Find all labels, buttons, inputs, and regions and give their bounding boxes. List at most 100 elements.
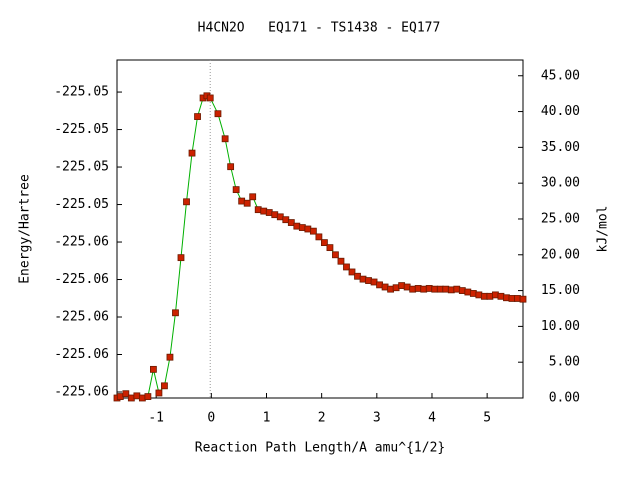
data-point	[425, 285, 433, 292]
data-point	[398, 282, 406, 289]
y2-tick-label: 0.00	[549, 391, 580, 406]
chart-title: H4CN2O EQ171 - TS1438 - EQ177	[198, 21, 441, 36]
data-point	[309, 227, 317, 235]
data-point	[172, 309, 179, 317]
x-tick-label: 4	[428, 411, 436, 426]
y2-tick-label: 35.00	[541, 140, 580, 155]
x-tick-label: 3	[373, 411, 381, 426]
y2-tick-label: 40.00	[541, 104, 580, 119]
data-point	[271, 211, 279, 219]
data-point	[431, 285, 439, 293]
y-axis-label: Energy/Hartree	[18, 174, 33, 284]
data-point	[359, 275, 367, 283]
y-tick-label: -225.06	[54, 235, 109, 250]
data-point	[227, 163, 235, 171]
series-line	[116, 95, 524, 399]
data-point	[370, 278, 378, 286]
x-tick-label: 1	[263, 411, 271, 426]
data-point	[144, 393, 152, 400]
data-point	[265, 209, 273, 216]
data-point	[122, 390, 130, 398]
data-point	[249, 193, 257, 201]
data-point	[116, 393, 124, 400]
data-point	[442, 285, 450, 293]
x-tick-label: 5	[483, 411, 491, 426]
y2-tick-label: 20.00	[541, 247, 580, 262]
data-point	[376, 281, 383, 289]
data-point	[243, 199, 251, 207]
data-point	[480, 292, 488, 300]
data-point	[332, 251, 339, 259]
data-point	[194, 113, 201, 120]
data-point	[519, 295, 527, 303]
y-tick-label: -225.05	[54, 85, 109, 100]
y2-tick-label: 15.00	[541, 283, 580, 298]
data-point	[365, 277, 372, 284]
y-tick-label: -225.05	[54, 122, 109, 137]
data-point	[354, 272, 361, 280]
data-point	[232, 186, 240, 194]
data-point	[276, 213, 284, 221]
data-point	[469, 290, 477, 297]
data-point	[403, 283, 411, 291]
data-point	[260, 207, 268, 215]
data-point	[138, 394, 146, 402]
data-point	[458, 287, 466, 294]
x-tick-label: -1	[148, 411, 164, 426]
data-point	[326, 244, 334, 252]
data-point	[161, 382, 168, 390]
y-tick-label: -225.05	[54, 160, 109, 175]
y-tick-label: -225.06	[54, 347, 109, 362]
y2-tick-label: 30.00	[541, 176, 580, 191]
data-point	[282, 216, 290, 224]
y-tick-label: -225.06	[54, 385, 109, 400]
data-point	[503, 294, 510, 302]
data-point	[298, 224, 306, 231]
x-tick-label: 2	[318, 411, 326, 426]
data-point	[127, 394, 135, 402]
data-point	[155, 389, 163, 397]
data-point	[343, 263, 350, 271]
y2-tick-label: 45.00	[541, 68, 580, 83]
data-point	[392, 284, 400, 292]
data-point	[409, 285, 417, 293]
y-tick-label: -225.05	[54, 197, 109, 212]
data-point	[497, 292, 505, 300]
data-point	[508, 295, 516, 302]
data-point	[414, 285, 422, 292]
x-axis-label: Reaction Path Length/A amu^{1/2}	[195, 441, 445, 456]
data-point	[475, 291, 483, 299]
data-point	[304, 225, 312, 233]
data-point	[293, 222, 301, 230]
data-point	[133, 392, 141, 400]
data-point	[221, 135, 229, 143]
data-point	[453, 285, 461, 293]
data-point	[206, 94, 214, 102]
data-point	[492, 291, 499, 299]
data-point	[321, 239, 328, 247]
data-point	[436, 285, 444, 293]
data-point	[486, 292, 494, 300]
data-point	[150, 365, 157, 373]
data-point	[447, 286, 455, 294]
data-point	[177, 254, 185, 262]
data-point	[420, 285, 428, 293]
data-point	[514, 295, 521, 302]
plot-frame	[116, 59, 524, 399]
data-point	[254, 206, 262, 214]
x-tick-label: 0	[207, 411, 215, 426]
data-point	[337, 257, 345, 265]
data-point	[188, 149, 196, 157]
data-point	[315, 233, 323, 241]
data-point	[287, 219, 295, 226]
data-point	[183, 198, 190, 206]
data-point	[348, 268, 356, 276]
y2-tick-label: 5.00	[549, 355, 580, 370]
y2-axis-label: kJ/mol	[596, 206, 611, 253]
data-point	[214, 110, 222, 118]
data-point	[464, 288, 472, 296]
data-point	[166, 353, 174, 361]
data-point	[238, 197, 246, 205]
y-tick-label: -225.06	[54, 310, 109, 325]
